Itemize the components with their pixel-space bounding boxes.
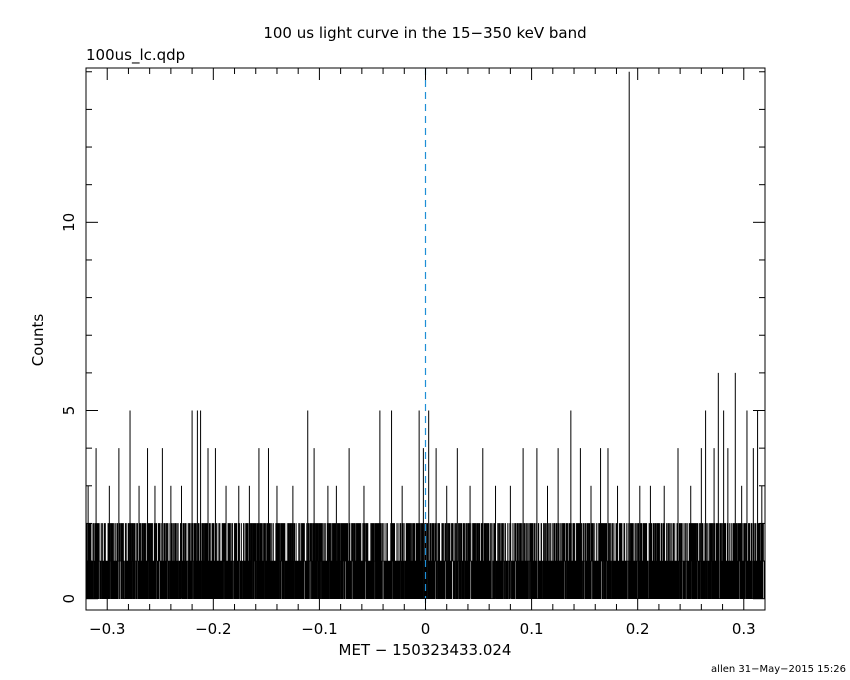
y-axis-label: Counts [29,314,47,367]
x-axis-label: MET − 150323433.024 [339,641,512,659]
y-tick-label: 5 [60,406,78,416]
x-tick-label: 0 [421,620,431,638]
y-tick-label: 0 [60,594,78,604]
x-tick-label: −0.1 [301,620,337,638]
y-tick-labels: 0 5 10 [60,213,78,604]
x-tick-label: 0.2 [626,620,650,638]
ticks-layer [85,68,766,610]
x-tick-label: −0.2 [195,620,231,638]
footer-stamp: allen 31−May−2015 15:26 [711,664,846,675]
chart-subtitle: 100us_lc.qdp [86,46,185,65]
light-curve-baseline [85,523,766,600]
x-tick-label: 0.1 [520,620,544,638]
chart-title: 100 us light curve in the 15−350 keV ban… [263,24,586,42]
x-tick-labels: −0.3 −0.2 −0.1 0 0.1 0.2 0.3 [89,620,756,638]
x-tick-label: 0.3 [732,620,756,638]
x-tick-label: −0.3 [89,620,125,638]
y-tick-label: 10 [60,213,78,232]
plot-area [85,71,766,600]
